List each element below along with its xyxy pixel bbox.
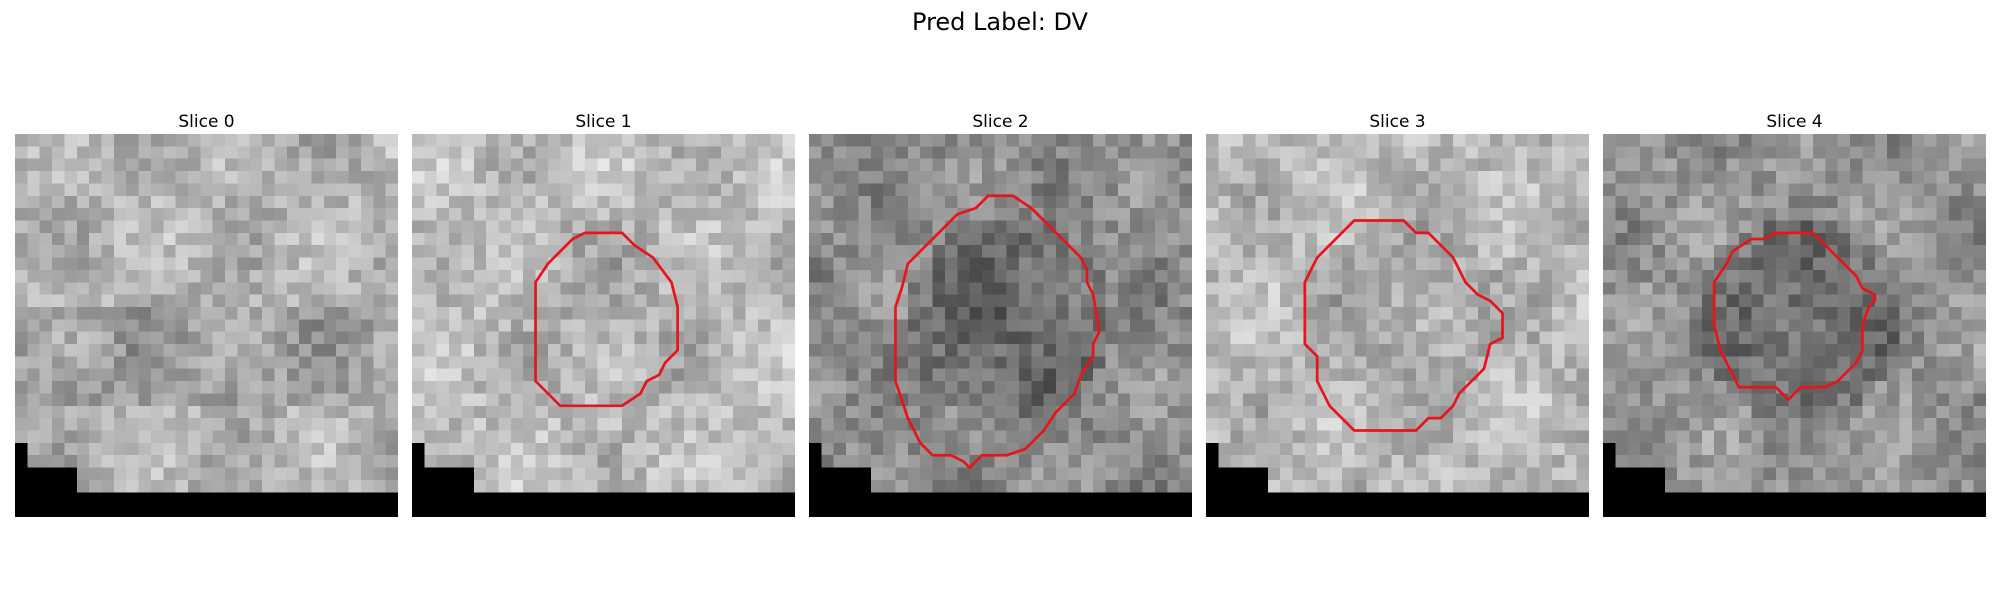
segmentation-contour: [534, 231, 679, 408]
segmentation-contour: [1303, 219, 1504, 432]
mask-region: [1206, 492, 1589, 517]
slice-title: Slice 3: [1369, 112, 1426, 132]
slice-image: [15, 134, 398, 517]
slice-title: Slice 1: [575, 112, 632, 132]
segmentation-contour: [894, 194, 1101, 469]
segmentation-contour: [1712, 231, 1877, 401]
mask-region: [809, 492, 1192, 517]
figure-title: Pred Label: DV: [912, 8, 1088, 36]
mask-region: [412, 492, 795, 517]
slice-image: [1206, 134, 1589, 517]
slice-image: [412, 134, 795, 517]
slice-panel-0: Slice 0: [15, 110, 398, 517]
slice-title: Slice 0: [178, 112, 235, 132]
slice-image: [809, 134, 1192, 517]
slice-title: Slice 4: [1766, 112, 1823, 132]
mask-region: [1603, 492, 1986, 517]
mask-region: [15, 492, 398, 517]
slice-panel-2: Slice 2: [809, 110, 1192, 517]
slice-title: Slice 2: [972, 112, 1029, 132]
slice-panel-4: Slice 4: [1603, 110, 1986, 517]
slice-image: [1603, 134, 1986, 517]
slice-panel-1: Slice 1: [412, 110, 795, 517]
slice-panel-3: Slice 3: [1206, 110, 1589, 517]
